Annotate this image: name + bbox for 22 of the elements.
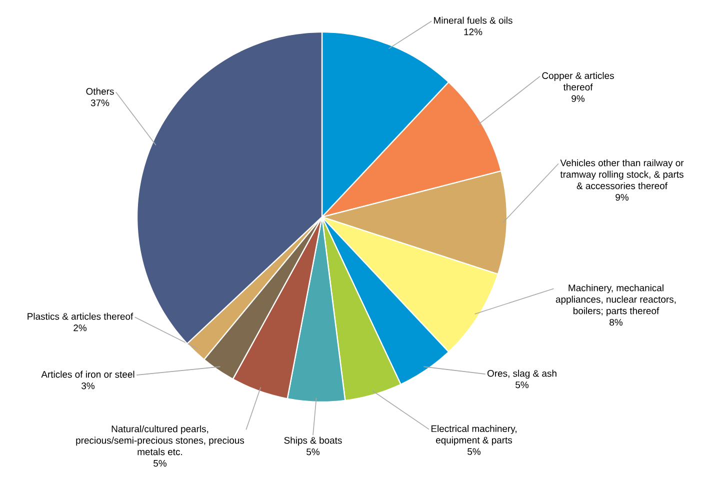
data-label: 3%: [82, 382, 95, 390]
data-label: 2%: [74, 324, 87, 332]
slice-label: Plastics & articles thereof: [28, 312, 134, 320]
slice-label: Machinery, mechanical appliances, nuclear reactors, boilers; parts thereof: [556, 284, 676, 316]
data-label: 8%: [610, 318, 623, 326]
slice-label: Mineral fuels & oils: [434, 16, 512, 24]
slice-label: Vehicles other than railway or tramway rolling stock, & parts & accessories thereof: [560, 159, 684, 190]
slice-label: Others: [86, 88, 114, 95]
data-label: 9%: [572, 95, 585, 102]
data-label: 5%: [306, 448, 320, 456]
data-label: 5%: [516, 382, 529, 388]
data-label: 5%: [154, 460, 167, 467]
slice-label: Ores, slag & ash: [487, 370, 556, 379]
slice-label: Articles of iron or steel: [41, 370, 134, 378]
slice-label: Ships & boats: [284, 436, 342, 446]
data-label: 5%: [468, 448, 481, 455]
data-label: 9%: [616, 194, 629, 201]
slice-label: Natural/cultured pearls, precious/semi-precious stones, precious metals etc.: [76, 425, 244, 456]
data-label: 12%: [464, 28, 482, 36]
data-label: 37%: [90, 99, 110, 106]
slice-label: Copper & articles thereof: [542, 72, 614, 90]
slice-label: Electrical machinery, equipment & parts: [431, 425, 516, 446]
